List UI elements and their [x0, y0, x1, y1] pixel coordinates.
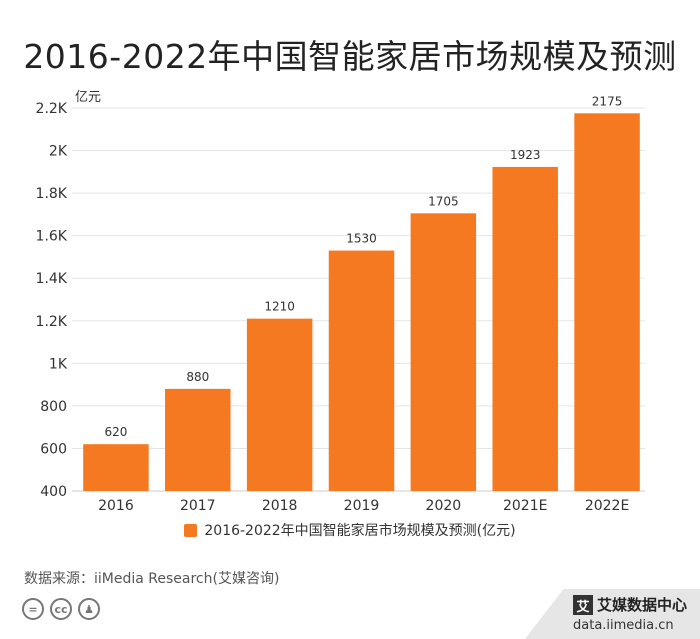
bar-value-label: 880 [186, 370, 209, 384]
bar-value-label: 1530 [346, 232, 377, 246]
bar-value-label: 1923 [510, 148, 541, 162]
equal-icon: = [22, 598, 44, 620]
chart-legend: 2016-2022年中国智能家居市场规模及预测(亿元) [0, 520, 700, 540]
x-tick-label: 2016 [98, 498, 134, 514]
y-tick-label: 2.2K [36, 101, 68, 117]
brand-logo-icon: 艾 [573, 595, 593, 615]
bar-chart: 400 600 800 1K 1.2K 1.4K 1.6K 1.8K 2K 2.2K 亿元 620 20… [36, 90, 645, 514]
data-source: 数据来源：iiMedia Research(艾媒咨询) [24, 571, 280, 587]
y-tick-label: 1.4K [36, 271, 68, 287]
brand-watermark: 艾 艾媒数据中心 data.iimedia.cn [525, 589, 700, 639]
y-tick-label: 400 [40, 484, 67, 500]
bar [328, 250, 395, 491]
x-tick-label: 2022E [585, 498, 629, 514]
bar-value-label: 1705 [428, 194, 459, 208]
bar [165, 388, 231, 491]
brand-url: data.iimedia.cn [573, 618, 674, 633]
x-tick-label: 2017 [180, 498, 216, 514]
bar [492, 166, 558, 491]
y-tick-label: 1.8K [36, 186, 68, 202]
x-tick-label: 2020 [426, 498, 462, 514]
bar [83, 444, 149, 491]
bar-value-label: 620 [104, 425, 127, 439]
y-tick-label: 800 [40, 399, 67, 415]
license-icons: = cc ♟ [22, 598, 100, 620]
legend-label: 2016-2022年中国智能家居市场规模及预测(亿元) [204, 523, 516, 539]
x-tick-label: 2018 [262, 498, 298, 514]
y-axis-label: 亿元 [75, 90, 101, 105]
person-icon: ♟ [78, 598, 100, 620]
x-tick-label: 2019 [344, 498, 380, 514]
y-tick-label: 1.2K [36, 314, 68, 330]
bar [246, 318, 313, 491]
brand-name: 艾媒数据中心 [597, 596, 688, 614]
y-tick-label: 1.6K [36, 229, 68, 245]
bar-value-label: 2175 [592, 94, 623, 108]
bar [410, 213, 477, 491]
y-tick-label: 600 [40, 441, 67, 457]
cc-icon: cc [50, 598, 72, 620]
y-tick-label: 1K [49, 356, 68, 372]
bar [574, 113, 640, 491]
legend-swatch [184, 523, 198, 537]
chart-title: 2016-2022年中国智能家居市场规模及预测 [23, 37, 677, 76]
x-tick-label: 2021E [503, 498, 547, 514]
y-tick-label: 2K [49, 144, 68, 160]
bar-value-label: 1210 [264, 300, 295, 314]
